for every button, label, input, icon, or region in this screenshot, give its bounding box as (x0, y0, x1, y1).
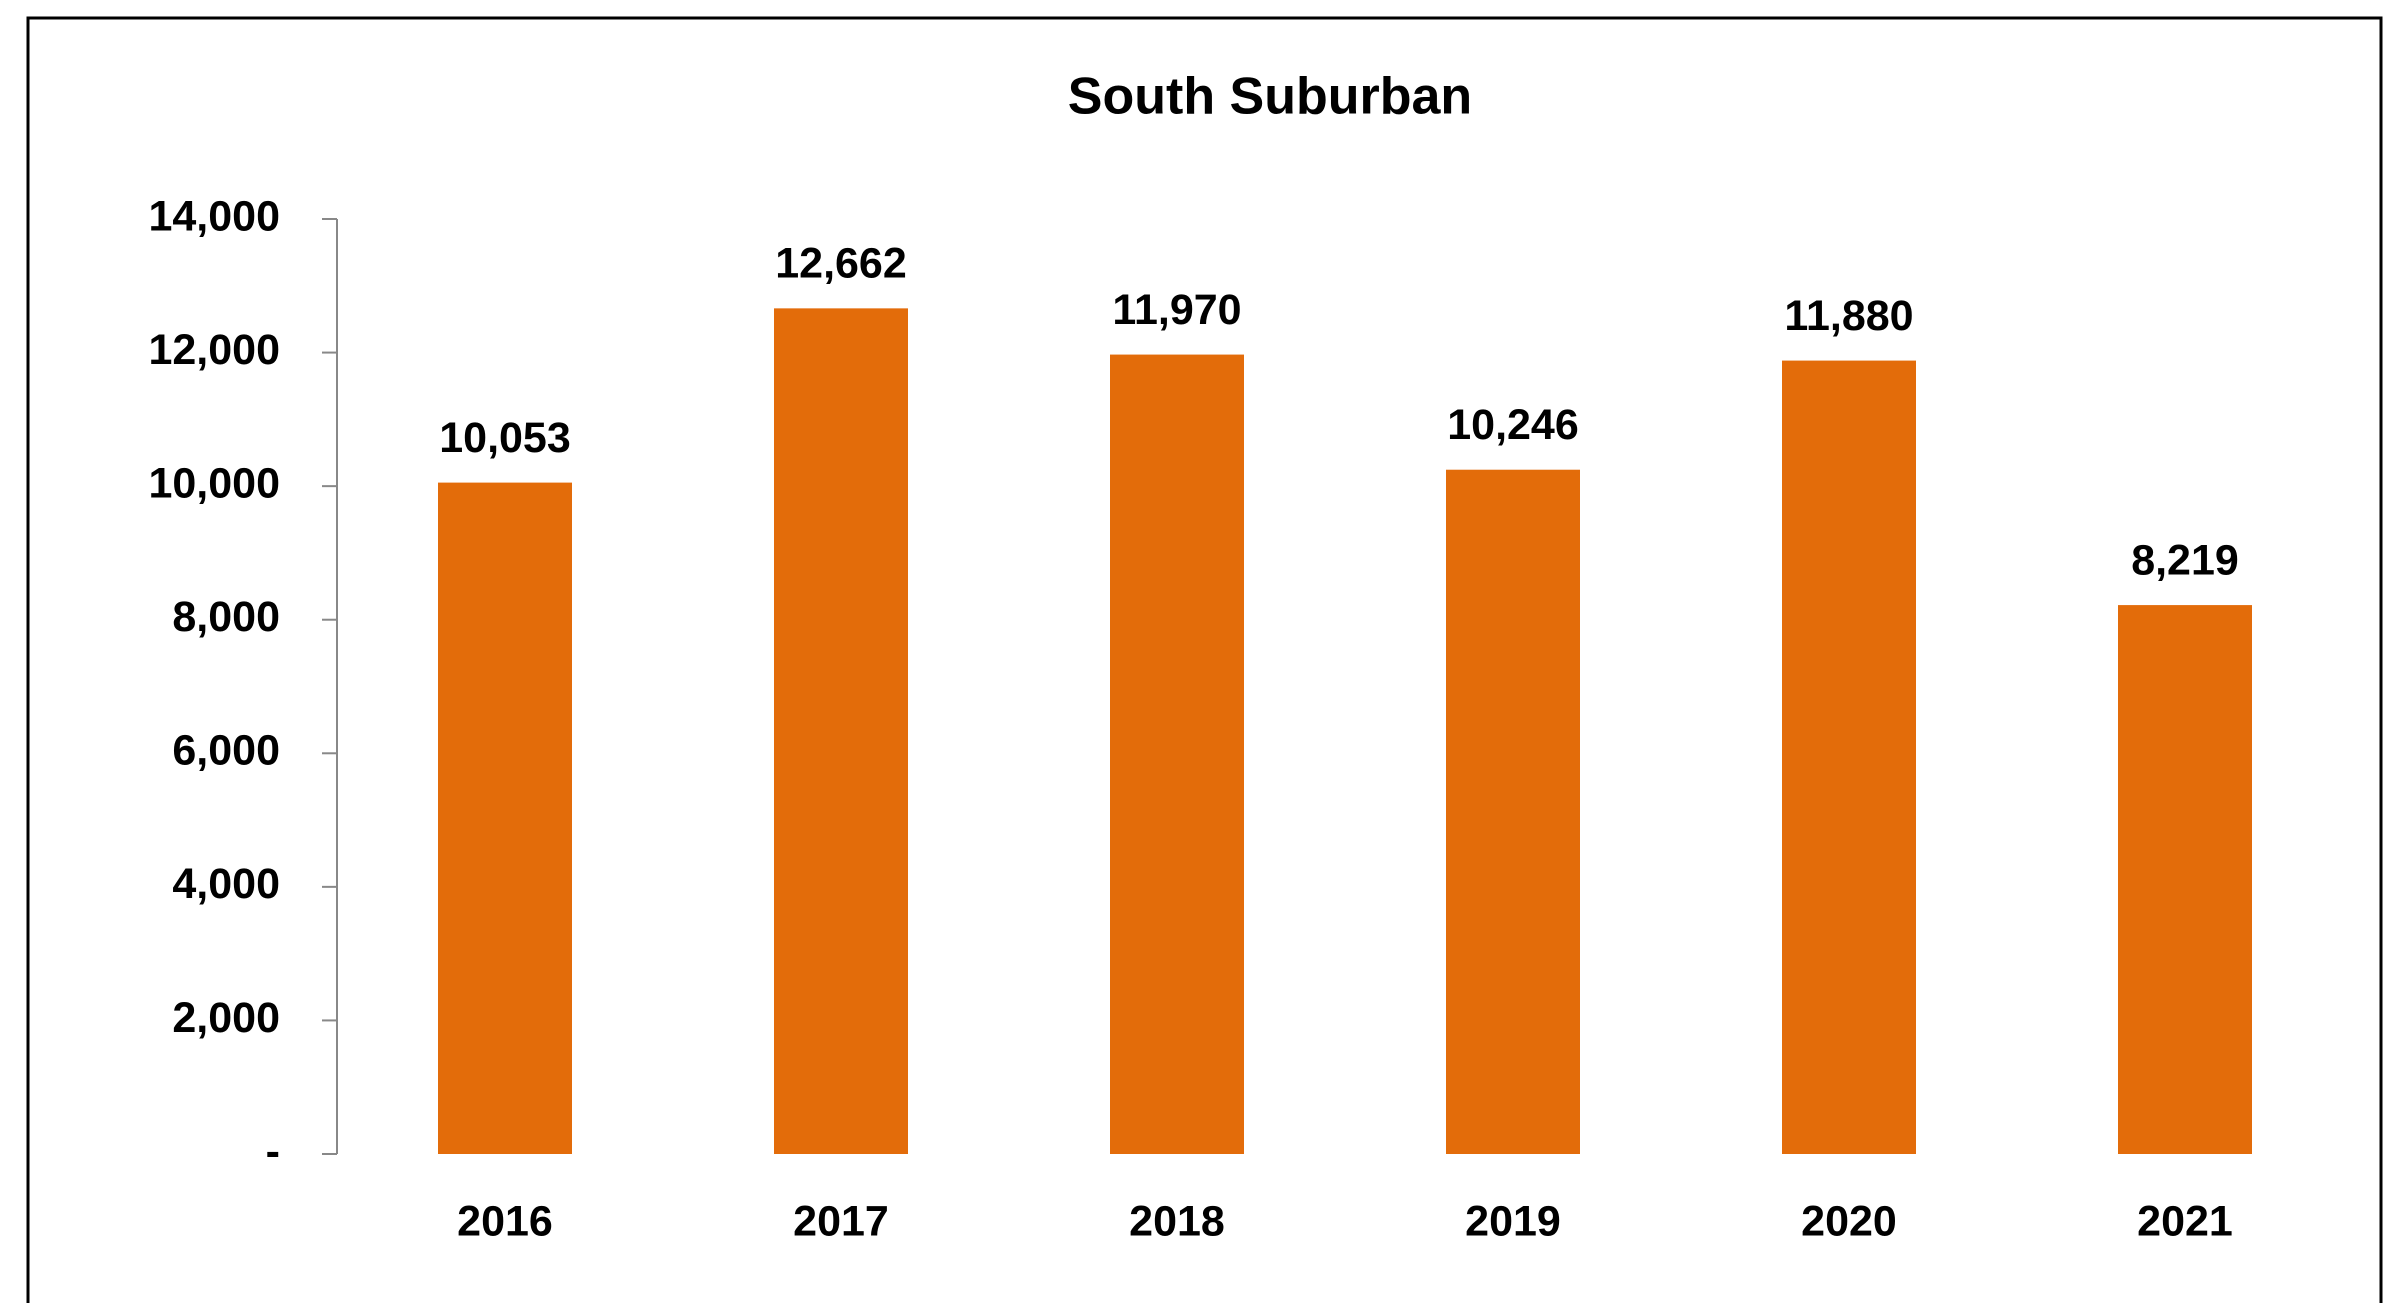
y-tick-label: 2,000 (172, 994, 280, 1042)
bar (438, 482, 572, 1154)
x-tick-label: 2016 (457, 1197, 553, 1245)
y-tick-label: 10,000 (148, 460, 280, 508)
chart-title: South Suburban (1068, 68, 1472, 126)
data-label: 10,053 (439, 414, 571, 462)
chart-frame (26, 16, 2383, 1303)
y-tick-label: 8,000 (172, 593, 280, 641)
data-label: 10,246 (1447, 401, 1579, 449)
x-tick-label: 2019 (1465, 1197, 1561, 1245)
data-label: 11,880 (1784, 292, 1913, 340)
bar (2118, 605, 2252, 1154)
y-tick-label: - (266, 1127, 280, 1175)
x-tick-label: 2018 (1129, 1197, 1225, 1245)
x-tick-label: 2021 (2137, 1197, 2233, 1245)
y-tick-label: 12,000 (148, 326, 280, 374)
data-label: 11,970 (1112, 286, 1241, 334)
data-label: 8,219 (2131, 536, 2239, 584)
bar (774, 308, 908, 1155)
y-tick-label: 6,000 (172, 727, 280, 775)
bar (1110, 354, 1244, 1154)
y-tick-label: 14,000 (148, 192, 280, 240)
bar (1446, 469, 1580, 1154)
data-label: 12,662 (775, 240, 907, 288)
y-tick-label: 4,000 (172, 860, 280, 908)
bar (1782, 360, 1916, 1155)
x-tick-label: 2020 (1801, 1197, 1897, 1245)
x-tick-label: 2017 (793, 1197, 889, 1245)
